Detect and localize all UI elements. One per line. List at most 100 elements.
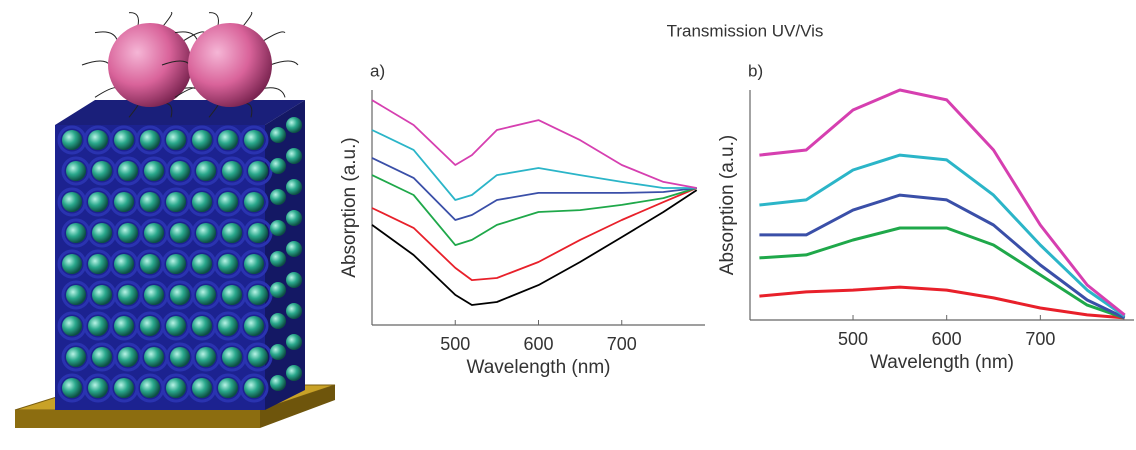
series-line [371,129,697,201]
sphere [140,316,160,336]
sphere [114,316,134,336]
sphere [140,378,160,398]
sphere [62,316,82,336]
series-line [371,157,697,221]
block-top [55,100,305,125]
sphere [286,117,302,133]
sphere [166,254,186,274]
x-tick-label: 600 [523,334,553,354]
sphere [62,254,82,274]
ligand [262,87,286,98]
sphere [192,254,212,274]
sphere [114,254,134,274]
sphere [170,223,190,243]
sphere [166,378,186,398]
sphere [270,313,286,329]
ligand [241,12,253,28]
sphere [88,254,108,274]
sphere [88,130,108,150]
sphere [222,347,242,367]
sphere [248,161,268,181]
panel-label: b) [748,61,763,80]
sphere [222,223,242,243]
series-line [371,174,697,246]
series-line [759,226,1126,320]
sphere [118,285,138,305]
sphere [166,316,186,336]
sphere [92,347,112,367]
series-line [759,193,1126,320]
nanoparticle [188,23,272,107]
sphere [170,347,190,367]
series-line [759,153,1126,318]
series-line [371,99,697,189]
ligand [262,31,286,42]
sphere [270,375,286,391]
ligand [94,31,119,42]
sphere [118,223,138,243]
sphere [222,161,242,181]
sphere [248,223,268,243]
sphere [222,285,242,305]
sphere [192,316,212,336]
figure-title: Transmission UV/Vis [667,21,824,40]
sphere [92,161,112,181]
ligand [269,60,299,66]
sphere [270,344,286,360]
substrate-side [260,385,335,428]
sphere [196,347,216,367]
sphere [118,347,138,367]
sphere [244,378,264,398]
ligand [81,60,111,66]
x-axis-label: Wavelength (nm) [467,357,611,378]
x-tick-label: 600 [932,329,962,349]
sphere [286,241,302,257]
sphere [114,378,134,398]
sphere [62,130,82,150]
lattice-ring [239,373,269,403]
sphere [196,161,216,181]
y-axis-label: Absorption (a.u.) [339,137,360,277]
sphere [62,192,82,212]
x-tick-label: 700 [607,334,637,354]
panel-label: a) [370,61,385,80]
sphere [248,347,268,367]
sphere [196,285,216,305]
lattice-ring [239,187,269,217]
sphere [66,347,86,367]
x-axis-label: Wavelength (nm) [870,352,1014,373]
sphere [192,130,212,150]
sphere [270,282,286,298]
sphere [144,285,164,305]
illustration [14,12,336,428]
ligand [94,87,119,98]
block-side [265,100,305,410]
sphere [62,378,82,398]
x-tick-label: 500 [440,334,470,354]
sphere [270,127,286,143]
lattice-ring [243,280,273,310]
sphere [66,223,86,243]
sphere [144,223,164,243]
sphere [270,251,286,267]
ligand [128,12,139,28]
lattice-ring [243,156,273,186]
sphere [88,316,108,336]
sphere [218,192,238,212]
sphere [286,334,302,350]
sphere [140,254,160,274]
sphere [218,130,238,150]
y-axis-label: Absorption (a.u.) [717,135,738,275]
sphere [140,192,160,212]
sphere [144,161,164,181]
lattice-ring [239,125,269,155]
sphere [286,148,302,164]
sphere [286,303,302,319]
sphere [286,365,302,381]
series-line [759,285,1125,320]
sphere [270,220,286,236]
lattice-ring [243,342,273,372]
series-line [371,187,698,281]
lattice-ring [239,311,269,341]
